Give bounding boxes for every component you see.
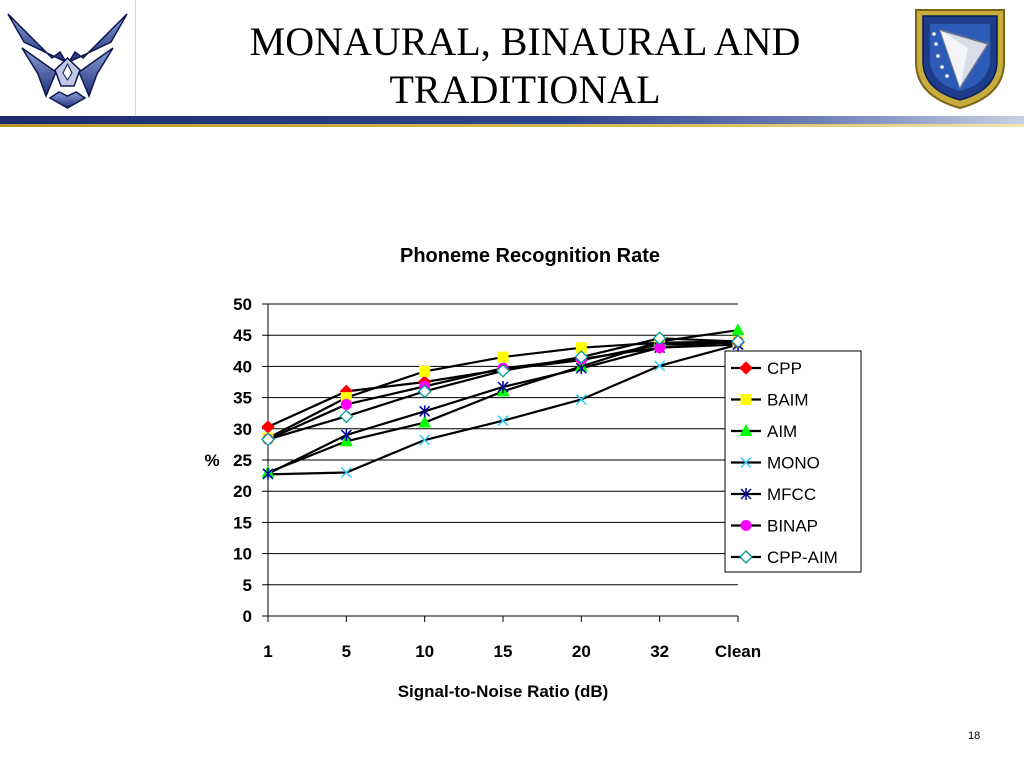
air-force-wings-icon bbox=[7, 13, 128, 109]
x-axis-label: Signal-to-Noise Ratio (dB) bbox=[398, 682, 609, 701]
data-point bbox=[419, 405, 431, 418]
chart-legend: CPP BAIM AIM MONO MFCC BINAP CPP-AIM bbox=[724, 350, 862, 573]
data-point bbox=[419, 365, 431, 377]
header-divider-navy bbox=[0, 116, 1024, 124]
x-tick-label: 1 bbox=[263, 642, 272, 661]
chart-series bbox=[261, 323, 745, 480]
legend-item-baim: BAIM bbox=[731, 391, 809, 410]
slide-title: MONAURAL, BINAURAL AND TRADITIONAL bbox=[140, 18, 910, 114]
legend-label: BINAP bbox=[767, 517, 818, 536]
x-tick-label: Clean bbox=[715, 642, 761, 661]
air-force-research-laboratory-seal bbox=[908, 4, 1012, 112]
legend-marker bbox=[740, 488, 752, 500]
legend-label: BAIM bbox=[767, 391, 809, 410]
chart-gridlines bbox=[268, 303, 738, 617]
legend-marker bbox=[739, 361, 753, 375]
markers-mono bbox=[262, 339, 744, 480]
legend-item-aim: AIM bbox=[731, 422, 797, 441]
data-point bbox=[340, 392, 352, 404]
y-tick-label: 50 bbox=[233, 295, 252, 314]
data-point bbox=[731, 334, 745, 349]
y-tick-label: 40 bbox=[233, 357, 252, 376]
y-tick-label: 30 bbox=[233, 420, 252, 439]
y-tick-label: 15 bbox=[233, 513, 252, 532]
y-tick-label: 10 bbox=[233, 545, 252, 564]
legend-item-cpp-aim: CPP-AIM bbox=[731, 548, 838, 567]
legend-label: CPP-AIM bbox=[767, 548, 838, 567]
legend-marker bbox=[740, 456, 752, 469]
air-force-research-laboratory-seal-icon bbox=[915, 9, 1005, 110]
slide-title-line-2: TRADITIONAL bbox=[389, 67, 661, 112]
data-point bbox=[575, 393, 587, 406]
x-tick-label: 20 bbox=[572, 642, 591, 661]
data-point bbox=[654, 360, 666, 372]
legend-item-mfcc: MFCC bbox=[731, 485, 816, 504]
legend-item-mono: MONO bbox=[731, 454, 820, 473]
data-point bbox=[497, 351, 509, 363]
legend-marker bbox=[739, 550, 753, 564]
x-tick-label: 5 bbox=[342, 642, 351, 661]
data-point bbox=[261, 420, 275, 434]
legend-label: MFCC bbox=[767, 485, 816, 504]
legend-marker bbox=[740, 520, 752, 531]
data-point bbox=[496, 363, 510, 378]
data-point bbox=[652, 331, 667, 346]
x-tick-label: 15 bbox=[494, 642, 513, 661]
legend-marker bbox=[739, 424, 753, 436]
data-point bbox=[340, 466, 352, 479]
air-force-wings-logo bbox=[0, 0, 136, 116]
y-tick-label: 35 bbox=[233, 389, 252, 408]
y-axis-label: % bbox=[204, 451, 219, 470]
y-tick-label: 5 bbox=[243, 576, 252, 595]
x-tick-label: 10 bbox=[415, 642, 434, 661]
markers-cpp-aim bbox=[261, 331, 745, 447]
legend-label: CPP bbox=[767, 359, 802, 378]
legend-item-binap: BINAP bbox=[731, 517, 818, 536]
legend-marker bbox=[740, 394, 752, 405]
data-point bbox=[418, 415, 432, 428]
data-point bbox=[261, 432, 275, 447]
data-point bbox=[497, 380, 509, 393]
data-point bbox=[575, 342, 587, 354]
legend-item-cpp: CPP bbox=[731, 359, 802, 378]
data-point bbox=[417, 384, 432, 399]
legend-label: MONO bbox=[767, 454, 820, 473]
y-tick-label: 20 bbox=[233, 482, 252, 501]
y-tick-label: 0 bbox=[243, 607, 252, 626]
y-tick-label: 25 bbox=[233, 451, 252, 470]
data-point bbox=[340, 398, 352, 410]
y-tick-label: 45 bbox=[233, 326, 252, 345]
data-point bbox=[654, 342, 666, 354]
data-point bbox=[497, 415, 509, 427]
data-point bbox=[731, 323, 745, 336]
data-point bbox=[574, 350, 589, 364]
legend-label: AIM bbox=[767, 422, 797, 441]
data-point bbox=[339, 409, 354, 424]
page-number: 18 bbox=[968, 730, 981, 742]
data-point bbox=[262, 467, 274, 480]
x-tick-label: 32 bbox=[650, 642, 669, 661]
data-point bbox=[340, 429, 352, 442]
header-divider-gold bbox=[0, 124, 1024, 127]
slide-title-line-1: MONAURAL, BINAURAL AND bbox=[249, 19, 801, 64]
data-point bbox=[419, 434, 431, 446]
chart-title: Phoneme Recognition Rate bbox=[400, 245, 660, 267]
